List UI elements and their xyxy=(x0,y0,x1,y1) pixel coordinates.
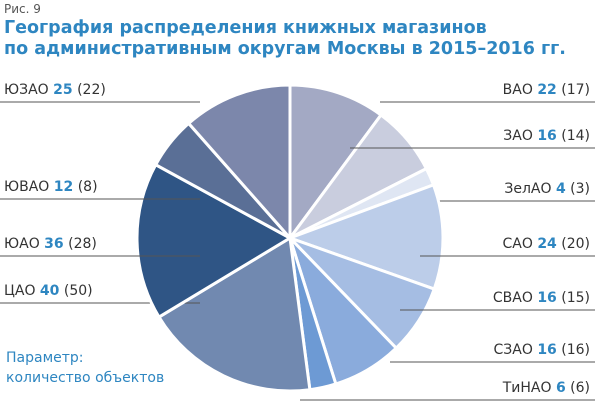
parameter-line-2: количество объектов xyxy=(6,370,165,386)
label-name: ТиНАО xyxy=(502,380,556,396)
label-value: 16 xyxy=(537,290,557,306)
label-prev-value: (20) xyxy=(556,236,590,252)
label-name: СЗАО xyxy=(493,342,538,358)
label-value: 40 xyxy=(39,283,60,299)
label-value: 16 xyxy=(537,342,557,358)
pie-slice-3 xyxy=(285,182,445,291)
label-name: ЮЗАО xyxy=(4,82,54,98)
label-name: ЗАО xyxy=(503,128,538,144)
label-value: 6 xyxy=(555,380,566,396)
slice-label: ЮАО 36 (28) xyxy=(4,236,97,252)
label-prev-value: (17) xyxy=(556,82,590,98)
pie-slice-8 xyxy=(135,162,294,320)
label-value: 22 xyxy=(537,82,557,98)
slice-label: ЮВАО 12 (8) xyxy=(4,179,98,195)
label-name: ЦАО xyxy=(4,283,40,299)
label-value: 36 xyxy=(44,236,64,252)
slice-label: ЮЗАО 25 (22) xyxy=(4,82,106,98)
slice-label: СЗАО 16 (16) xyxy=(494,342,591,358)
label-value: 16 xyxy=(537,128,557,144)
parameter-note: Параметр: количество объектов xyxy=(6,348,164,388)
label-prev-value: (6) xyxy=(565,380,590,396)
label-prev-value: (3) xyxy=(565,181,590,197)
title-line-2: по административным округам Москвы в 201… xyxy=(4,39,566,59)
pie-slice-10 xyxy=(186,83,292,242)
label-name: ЮАО xyxy=(4,236,45,252)
figure-label: Рис. 9 xyxy=(4,2,41,16)
label-prev-value: (28) xyxy=(63,236,97,252)
pie-slice-0 xyxy=(288,83,384,243)
label-name: СВАО xyxy=(492,290,538,306)
parameter-line-1: Параметр: xyxy=(6,350,84,366)
slice-label: СВАО 16 (15) xyxy=(493,290,590,306)
label-prev-value: (22) xyxy=(72,82,106,98)
label-name: САО xyxy=(502,236,538,252)
pie-slice-7 xyxy=(156,235,312,393)
slice-label: ТиНАО 6 (6) xyxy=(503,380,590,396)
slice-label: ЗАО 16 (14) xyxy=(503,128,590,144)
label-value: 12 xyxy=(53,179,74,195)
chart-title: География распределения книжных магазино… xyxy=(4,18,566,60)
slice-label: САО 24 (20) xyxy=(502,236,590,252)
label-prev-value: (16) xyxy=(556,342,590,358)
label-prev-value: (15) xyxy=(556,290,590,306)
slice-label: ВАО 22 (17) xyxy=(503,82,590,98)
label-name: ВАО xyxy=(502,82,538,98)
label-value: 25 xyxy=(53,82,73,98)
label-name: ЗелАО xyxy=(504,181,556,197)
slice-label: ЦАО 40 (50) xyxy=(4,283,93,299)
label-prev-value: (50) xyxy=(59,283,93,299)
label-prev-value: (8) xyxy=(73,179,98,195)
label-value: 24 xyxy=(537,236,557,252)
label-prev-value: (14) xyxy=(556,128,590,144)
label-value: 4 xyxy=(555,181,566,197)
slice-label: ЗелАО 4 (3) xyxy=(504,181,590,197)
title-line-1: География распределения книжных магазино… xyxy=(4,18,487,38)
label-name: ЮВАО xyxy=(4,179,54,195)
